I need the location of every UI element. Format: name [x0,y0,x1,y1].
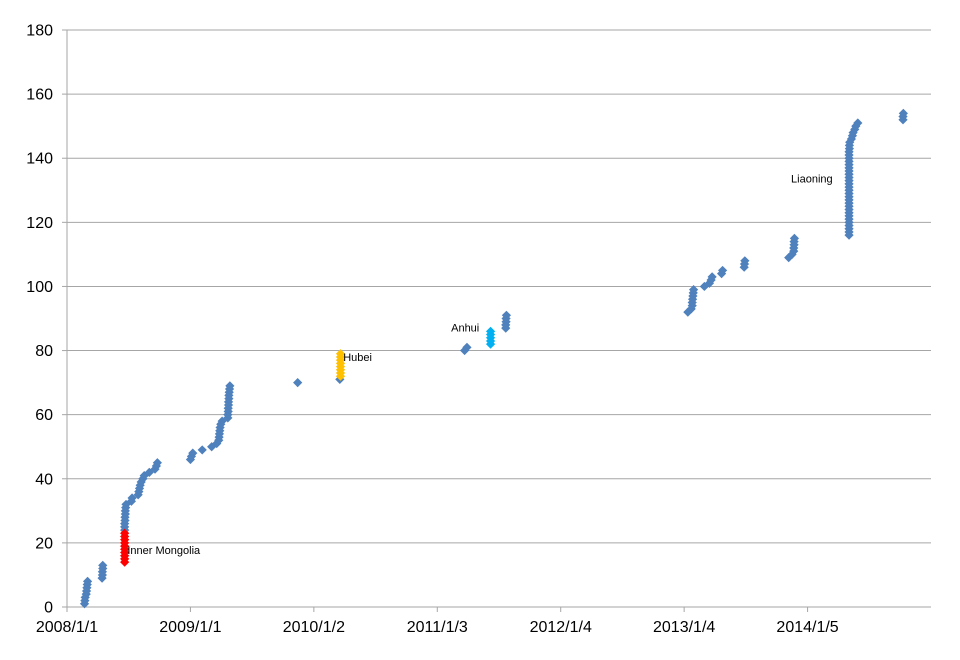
data-point [787,249,797,259]
y-tick-label: 120 [26,215,53,232]
data-point [501,310,512,320]
data-point [462,342,472,352]
annotation-label: Anhui [451,322,479,334]
annotation-label: Liaoning [791,173,833,185]
annotations: Inner Mongolia Hubei Anhui Liaoning [127,173,832,557]
data-points [79,108,908,609]
data-point [898,108,908,118]
x-tick-label: 2013/1/4 [653,619,715,636]
data-point [188,448,198,458]
y-tick-label: 40 [35,471,53,488]
data-point [699,281,709,292]
y-tick-label: 180 [26,23,53,40]
y-tick-label: 100 [26,279,53,296]
data-point [120,528,130,538]
y-tick-label: 20 [35,535,53,552]
data-point [217,416,227,426]
data-point [82,576,93,586]
data-point [485,326,496,336]
data-point [784,252,794,263]
data-point [152,458,162,468]
y-tick-label: 140 [26,151,53,168]
data-point [853,118,863,128]
y-tick-label: 160 [26,87,53,104]
x-tick-label: 2010/1/2 [283,619,345,636]
y-tick-label: 80 [35,343,53,360]
y-tick-label: 0 [44,600,53,617]
data-point [98,560,108,570]
x-tick-label: 2008/1/1 [36,619,98,636]
data-point [139,470,149,481]
x-tick-label: 2011/1/3 [407,619,468,636]
axes [66,30,931,608]
y-tick-label: 60 [35,407,53,424]
data-point [789,233,800,243]
x-axis-ticks: 2008/1/1 2009/1/1 2010/1/2 2011/1/3 2012/1/4… [36,607,839,636]
data-point [127,493,137,503]
data-point [740,256,750,266]
annotation-label: Hubei [343,352,372,364]
data-point [293,378,303,388]
x-tick-label: 2014/1/5 [776,619,838,636]
data-point [197,445,207,455]
data-point [335,349,346,359]
data-point [683,307,693,317]
x-tick-label: 2012/1/4 [530,619,592,636]
gridlines [67,29,931,544]
data-point [707,272,717,282]
data-point [144,467,154,477]
data-point [848,127,858,138]
y-axis-ticks: 0 20 40 60 80 100 120 140 160 180 [26,23,67,617]
data-point [717,265,728,276]
data-point [688,285,699,295]
data-point [225,381,235,391]
x-tick-label: 2009/1/1 [159,619,221,636]
annotation-label: Inner Mongolia [127,545,201,557]
